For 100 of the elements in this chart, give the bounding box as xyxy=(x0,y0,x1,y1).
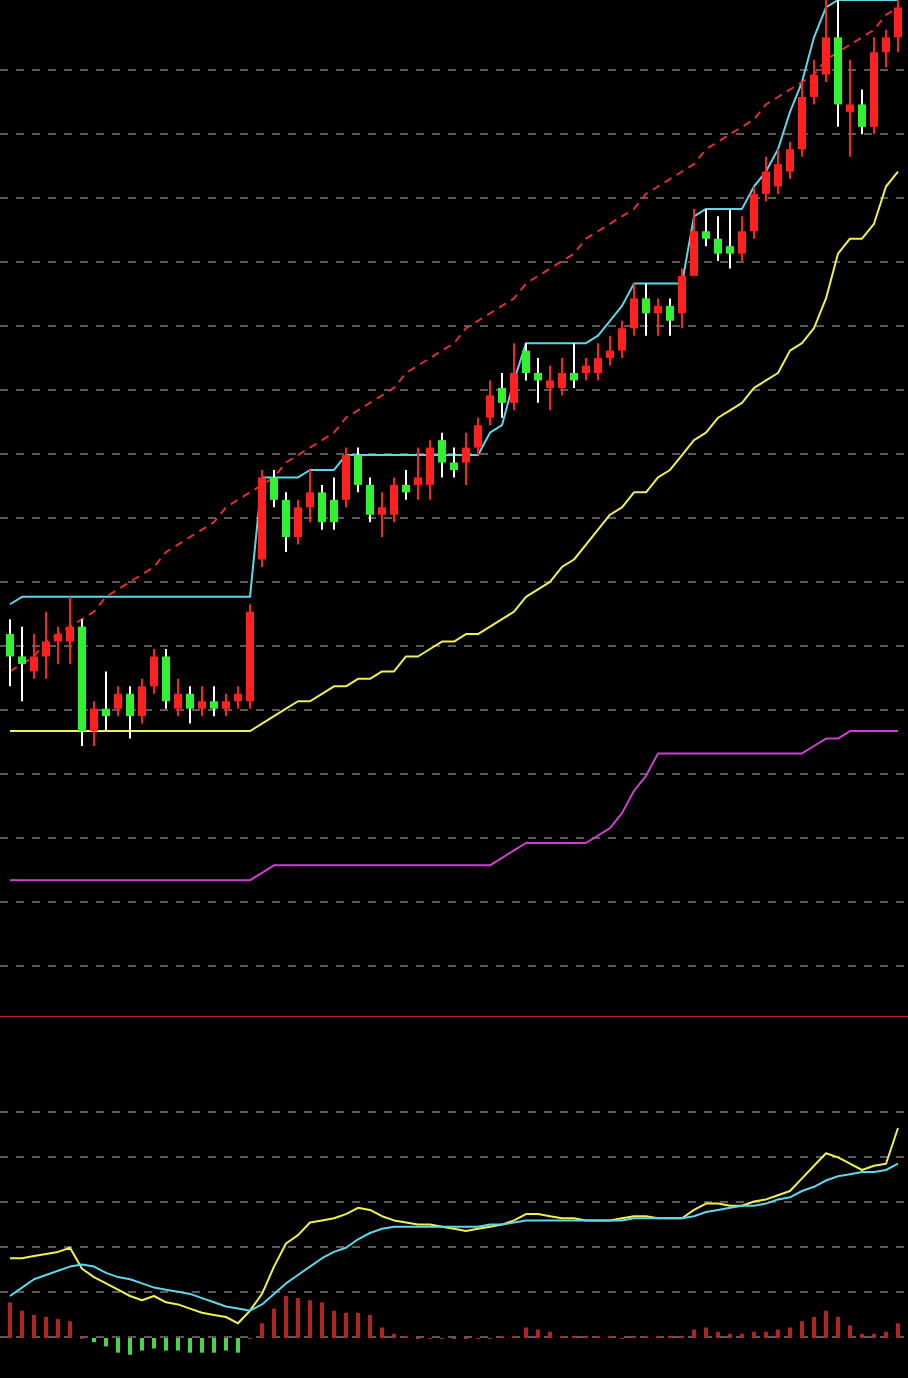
candlestick xyxy=(390,476,398,524)
bar xyxy=(128,1338,132,1355)
bar xyxy=(884,1331,888,1338)
bar xyxy=(68,1321,72,1338)
candlestick xyxy=(138,677,146,725)
candlestick xyxy=(654,297,662,337)
candlestick xyxy=(606,334,614,367)
candlestick xyxy=(882,28,890,69)
candlestick xyxy=(222,692,230,718)
bar xyxy=(548,1331,552,1338)
bar xyxy=(800,1321,804,1338)
candlestick xyxy=(414,446,422,501)
candlestick xyxy=(162,648,170,710)
candlestick xyxy=(486,379,494,427)
candlestick xyxy=(378,491,386,539)
candlestick xyxy=(282,491,290,554)
candlestick xyxy=(426,439,434,501)
candlestick xyxy=(642,282,650,337)
candlestick xyxy=(330,476,338,531)
candlestick xyxy=(402,468,410,501)
bar xyxy=(344,1312,348,1338)
bar xyxy=(44,1317,48,1338)
candlestick xyxy=(750,185,758,240)
candlestick xyxy=(6,618,14,688)
bar xyxy=(692,1329,696,1338)
bar xyxy=(104,1338,108,1347)
bar xyxy=(836,1317,840,1338)
bar xyxy=(164,1338,168,1351)
bar xyxy=(152,1338,156,1349)
bar xyxy=(236,1338,240,1353)
bar xyxy=(56,1319,60,1338)
candlestick xyxy=(354,446,362,494)
bar xyxy=(332,1310,336,1338)
candlestick xyxy=(438,431,446,479)
candlestick xyxy=(618,319,626,360)
bar xyxy=(788,1327,792,1338)
bar xyxy=(260,1323,264,1338)
candlestick xyxy=(594,342,602,382)
bar xyxy=(536,1329,540,1338)
bar xyxy=(764,1331,768,1338)
bar xyxy=(272,1308,276,1338)
candlestick xyxy=(270,468,278,509)
bar xyxy=(320,1302,324,1338)
bar xyxy=(188,1338,192,1353)
bar xyxy=(224,1338,228,1351)
candlestick xyxy=(126,685,134,740)
candlestick xyxy=(858,88,866,136)
bar xyxy=(8,1302,12,1338)
candlestick xyxy=(306,468,314,524)
candlestick xyxy=(570,342,578,389)
bar xyxy=(848,1325,852,1338)
candlestick xyxy=(30,633,38,680)
candlestick xyxy=(558,357,566,397)
candlestick xyxy=(210,685,218,718)
bar xyxy=(308,1300,312,1338)
candlestick xyxy=(174,677,182,718)
candlestick xyxy=(450,446,458,479)
candlestick xyxy=(462,431,470,486)
bar xyxy=(200,1338,204,1353)
candlestick xyxy=(726,207,734,270)
bar xyxy=(20,1310,24,1338)
candlestick xyxy=(498,372,506,419)
candlestick xyxy=(510,342,518,412)
bar xyxy=(32,1314,36,1338)
candlestick xyxy=(534,357,542,404)
candlestick xyxy=(774,148,782,195)
candlestick xyxy=(690,207,698,278)
bar xyxy=(380,1327,384,1338)
candlestick xyxy=(474,416,482,457)
candlestick xyxy=(42,610,50,680)
bar xyxy=(524,1327,528,1338)
candlestick xyxy=(18,625,26,703)
candlestick xyxy=(810,58,818,106)
candlestick xyxy=(90,700,98,747)
candlestick xyxy=(678,267,686,330)
candlestick xyxy=(582,357,590,382)
bar xyxy=(812,1317,816,1338)
candlestick xyxy=(894,0,902,54)
bar xyxy=(140,1338,144,1351)
candlestick xyxy=(738,215,746,263)
bar xyxy=(356,1312,360,1338)
candlestick xyxy=(786,140,794,181)
bar xyxy=(776,1329,780,1338)
candlestick xyxy=(54,625,62,665)
candlestick xyxy=(318,483,326,531)
candlestick xyxy=(630,282,638,337)
bar xyxy=(176,1338,180,1351)
candlestick xyxy=(822,0,830,84)
candlestick xyxy=(102,670,110,733)
candlestick xyxy=(114,685,122,718)
bar xyxy=(824,1310,828,1338)
candlestick xyxy=(234,685,242,710)
candlestick xyxy=(762,155,770,203)
candlestick xyxy=(366,476,374,524)
candlestick xyxy=(714,215,722,263)
bar xyxy=(896,1323,900,1338)
candlestick xyxy=(846,58,854,158)
bar xyxy=(368,1314,372,1338)
candlestick xyxy=(522,342,530,382)
candlestick xyxy=(702,207,710,248)
